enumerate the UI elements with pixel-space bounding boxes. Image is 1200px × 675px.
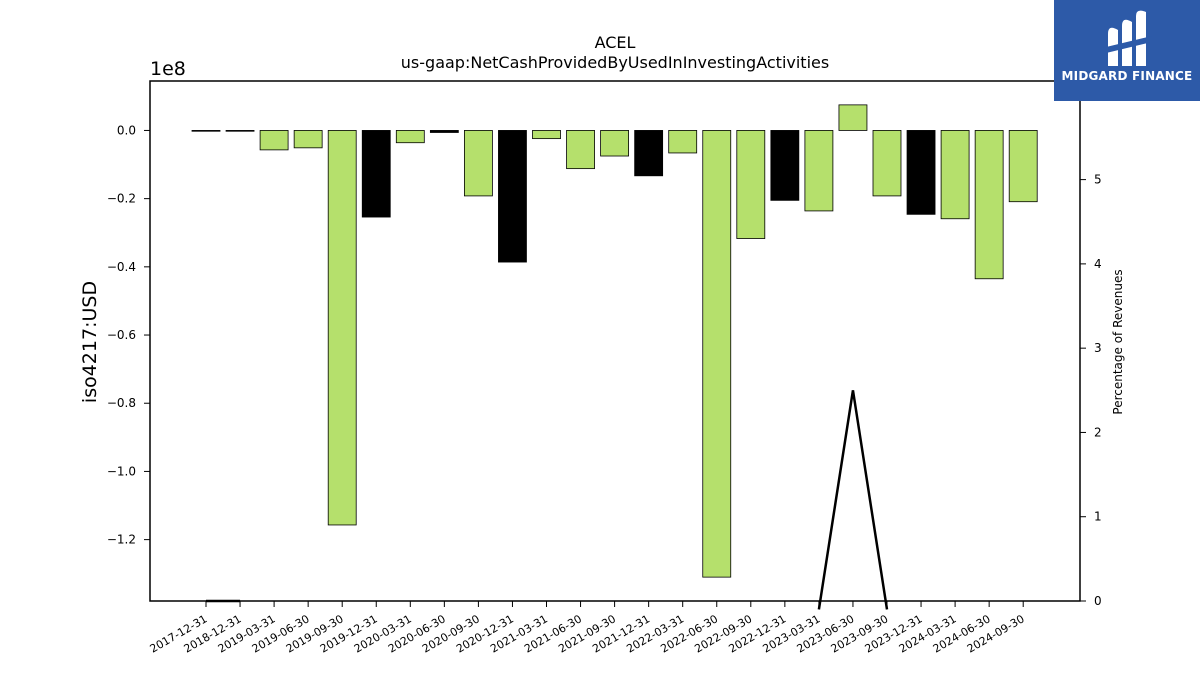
series-line [817,390,889,610]
chart-subtitle: us-gaap:NetCashProvidedByUsedInInvesting… [401,53,829,72]
y2-axis-label: Percentage of Revenues [1111,269,1125,414]
bar [736,130,766,239]
y-tick-label: −0.6 [107,328,136,342]
bar [429,130,459,133]
bar [361,130,391,218]
bar [532,130,561,140]
brand-logo: MIDGARD FINANCE [1054,0,1200,101]
bar [259,130,289,151]
y-tick-label: −1.2 [107,533,136,547]
bar [804,130,834,212]
y-tick-label: −0.4 [107,260,136,274]
y-axis-label: iso4217:USD [79,281,101,403]
bar [395,130,425,144]
bar [702,130,732,578]
y2-tick-label: 2 [1094,425,1102,439]
bar [634,130,664,177]
bar [872,130,902,197]
bar [463,130,493,197]
line-layer [206,390,889,610]
y-tick-label: 0.0 [117,123,136,137]
y-offset-label: 1e8 [150,58,186,80]
y2-tick-label: 1 [1094,510,1102,524]
bar [498,130,527,263]
bar [906,130,936,215]
bar [293,130,323,149]
bar [838,104,868,131]
brand-mark-icon [1102,10,1152,67]
y-tick-label: −0.8 [107,396,136,410]
bar [1008,130,1038,203]
bar [668,130,698,154]
bar [566,130,595,170]
y2-tick-label: 0 [1094,594,1102,608]
y-tick-label: −0.2 [107,192,136,206]
bars-layer [191,104,1038,578]
bar [191,130,221,132]
bar [327,130,357,526]
bar [600,130,629,157]
y2-tick-label: 5 [1094,173,1102,187]
y2-tick-label: 4 [1094,257,1102,271]
bar [225,130,255,132]
bar [940,130,970,220]
brand-name: MIDGARD FINANCE [1061,69,1193,83]
y2-tick-label: 3 [1094,341,1102,355]
plot-frame [149,80,1081,602]
chart-title: ACEL [595,33,636,52]
bar [974,130,1004,280]
y-tick-label: −1.0 [107,464,136,478]
bar [770,130,800,201]
